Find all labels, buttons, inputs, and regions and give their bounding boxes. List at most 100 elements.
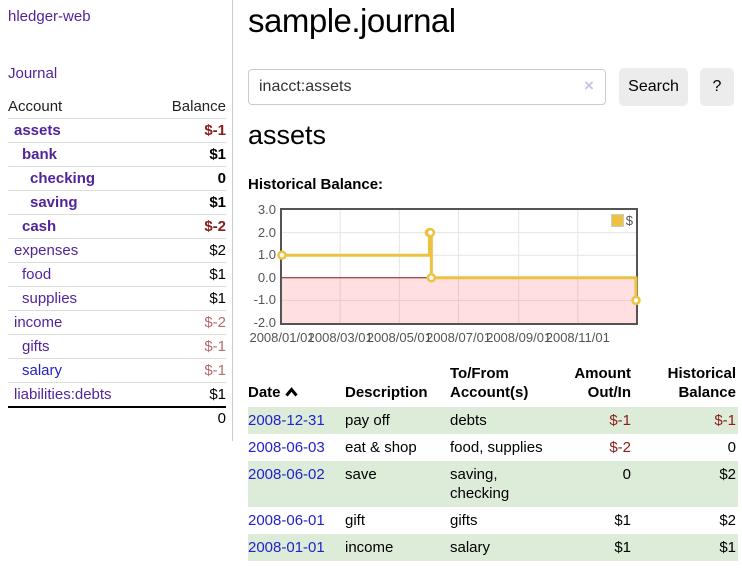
account-row: saving $1 bbox=[8, 190, 226, 214]
table-row: 2008-06-01 gift gifts $1 $2 bbox=[248, 507, 738, 534]
account-row: liabilities:debts $1 bbox=[8, 382, 226, 406]
account-link[interactable]: saving bbox=[30, 194, 78, 211]
y-axis-tick-label: -1.0 bbox=[253, 292, 276, 308]
account-row: gifts $-1 bbox=[8, 334, 226, 358]
chart-legend: $ bbox=[610, 213, 633, 228]
account-row: cash $-2 bbox=[8, 214, 226, 238]
account-row: checking 0 bbox=[8, 166, 226, 190]
balance-column-header-txn: Historical Balance bbox=[667, 365, 736, 401]
historical-balance-chart: $ 3.0 2.0 1.0 0.0 -1.0 -2.0 2008/01/01 2008/03/… bbox=[248, 202, 742, 351]
transaction-balance: 0 bbox=[727, 439, 736, 456]
account-link[interactable]: expenses bbox=[14, 242, 79, 259]
sort-ascending-icon bbox=[284, 383, 298, 402]
transaction-date-link[interactable]: 2008-12-31 bbox=[248, 412, 325, 429]
search-input[interactable] bbox=[248, 69, 606, 105]
table-row: 2008-12-31 pay off debts $-1 $-1 bbox=[248, 407, 738, 434]
account-link[interactable]: bank bbox=[22, 146, 58, 163]
account-balance: $-2 bbox=[204, 314, 226, 331]
transaction-date-link[interactable]: 2008-06-01 bbox=[248, 512, 325, 529]
accounts-rows: assets $-1 bank $1 checking 0 saving $1 cash $-2 e… bbox=[8, 118, 226, 406]
transaction-balance: $2 bbox=[719, 512, 736, 529]
transaction-date-link[interactable]: 2008-06-02 bbox=[248, 466, 325, 483]
account-balance: 0 bbox=[217, 170, 226, 187]
x-axis-tick-label: 2008/07/01 bbox=[425, 330, 492, 345]
date-column-header[interactable]: Date bbox=[248, 362, 345, 407]
y-axis-tick-label: 0.0 bbox=[257, 269, 276, 285]
account-row: expenses $2 bbox=[8, 238, 226, 262]
account-link[interactable]: liabilities:debts bbox=[14, 386, 112, 403]
account-link[interactable]: assets bbox=[14, 122, 61, 139]
accounts-total-row: 0 bbox=[8, 406, 226, 428]
chart-plot-area: $ bbox=[277, 208, 641, 325]
transaction-date-link[interactable]: 2008-06-03 bbox=[248, 439, 325, 456]
legend-swatch bbox=[610, 214, 624, 227]
transaction-date[interactable]: 2008-06-02 bbox=[248, 461, 345, 507]
accounts-total-value: 0 bbox=[217, 409, 226, 427]
transaction-accounts: salary bbox=[450, 534, 555, 561]
account-balance: $1 bbox=[209, 266, 226, 283]
account-link[interactable]: supplies bbox=[22, 290, 78, 307]
account-balance: $1 bbox=[209, 386, 226, 403]
legend-label: $ bbox=[625, 213, 633, 228]
account-link[interactable]: salary bbox=[22, 362, 63, 379]
transaction-date[interactable]: 2008-06-03 bbox=[248, 434, 345, 461]
account-balance: $-2 bbox=[204, 218, 226, 235]
table-row: 2008-06-02 save saving, checking 0 $2 bbox=[248, 461, 738, 507]
balance-column-header: Balance bbox=[171, 97, 226, 115]
account-link[interactable]: income bbox=[14, 314, 63, 331]
transaction-accounts: saving, checking bbox=[450, 461, 555, 507]
tofrom-column-header: To/From Account(s) bbox=[450, 365, 529, 401]
transaction-amount: 0 bbox=[555, 461, 639, 507]
transaction-date[interactable]: 2008-12-31 bbox=[248, 407, 345, 434]
account-heading: assets bbox=[248, 120, 327, 150]
account-row: salary $-1 bbox=[8, 358, 226, 382]
chart-canvas bbox=[277, 210, 641, 323]
x-axis-tick-label: 2008/11/01 bbox=[545, 330, 610, 345]
account-balance: $-1 bbox=[204, 362, 226, 379]
account-balance: $-1 bbox=[204, 338, 226, 355]
table-row: 2008-06-03 eat & shop food, supplies $-2 0 bbox=[248, 434, 738, 461]
sidebar: hledger-web Journal Account Balance asse… bbox=[0, 0, 233, 441]
account-row: income $-2 bbox=[8, 310, 226, 334]
y-axis-tick-label: 3.0 bbox=[257, 202, 276, 217]
y-axis-tick-label: -2.0 bbox=[253, 315, 276, 330]
account-balance: $1 bbox=[209, 194, 226, 211]
x-axis-tick-label: 2008/09/01 bbox=[486, 330, 552, 345]
account-balance: $-1 bbox=[204, 122, 226, 139]
transaction-accounts: debts bbox=[450, 407, 555, 434]
transaction-description: pay off bbox=[345, 407, 450, 434]
transaction-date[interactable]: 2008-01-01 bbox=[248, 534, 345, 561]
app-title-link[interactable]: hledger-web bbox=[8, 8, 91, 25]
clear-search-icon[interactable]: × bbox=[584, 76, 594, 95]
search-button[interactable]: Search bbox=[619, 68, 688, 106]
transaction-description: gift bbox=[345, 512, 366, 529]
page-title: sample.journal bbox=[248, 2, 456, 39]
transaction-date-link[interactable]: 2008-01-01 bbox=[248, 539, 325, 556]
transaction-description: income bbox=[345, 534, 450, 561]
account-link[interactable]: gifts bbox=[22, 338, 50, 355]
transaction-amount: $1 bbox=[614, 512, 631, 529]
account-row: supplies $1 bbox=[8, 286, 226, 310]
amount-column-header: Amount Out/In bbox=[574, 365, 631, 401]
transaction-accounts: gifts bbox=[450, 512, 478, 529]
date-header-label: Date bbox=[248, 384, 281, 401]
account-link[interactable]: cash bbox=[22, 218, 57, 235]
accounts-table: Account Balance assets $-1 bank $1 checking 0… bbox=[8, 94, 226, 428]
account-row: assets $-1 bbox=[8, 118, 226, 142]
account-link[interactable]: checking bbox=[30, 170, 96, 187]
transaction-amount: $-2 bbox=[609, 439, 631, 456]
y-axis-tick-label: 1.0 bbox=[257, 247, 276, 263]
account-link[interactable]: food bbox=[22, 266, 52, 283]
chart-heading: Historical Balance: bbox=[248, 176, 384, 193]
transaction-description: save bbox=[345, 461, 450, 507]
account-balance: $1 bbox=[209, 146, 226, 163]
transaction-balance: $1 bbox=[639, 534, 738, 561]
transactions-header-row: Date Description To/From Account(s) Amou… bbox=[248, 362, 738, 407]
transaction-balance: $2 bbox=[639, 461, 738, 507]
accounts-table-header: Account Balance bbox=[8, 94, 226, 118]
sidebar-item-journal[interactable]: Journal bbox=[8, 65, 58, 82]
transaction-date[interactable]: 2008-06-01 bbox=[248, 507, 345, 534]
help-button[interactable]: ? bbox=[700, 68, 734, 106]
account-balance: $1 bbox=[209, 290, 226, 307]
transaction-accounts: food, supplies bbox=[450, 439, 543, 456]
